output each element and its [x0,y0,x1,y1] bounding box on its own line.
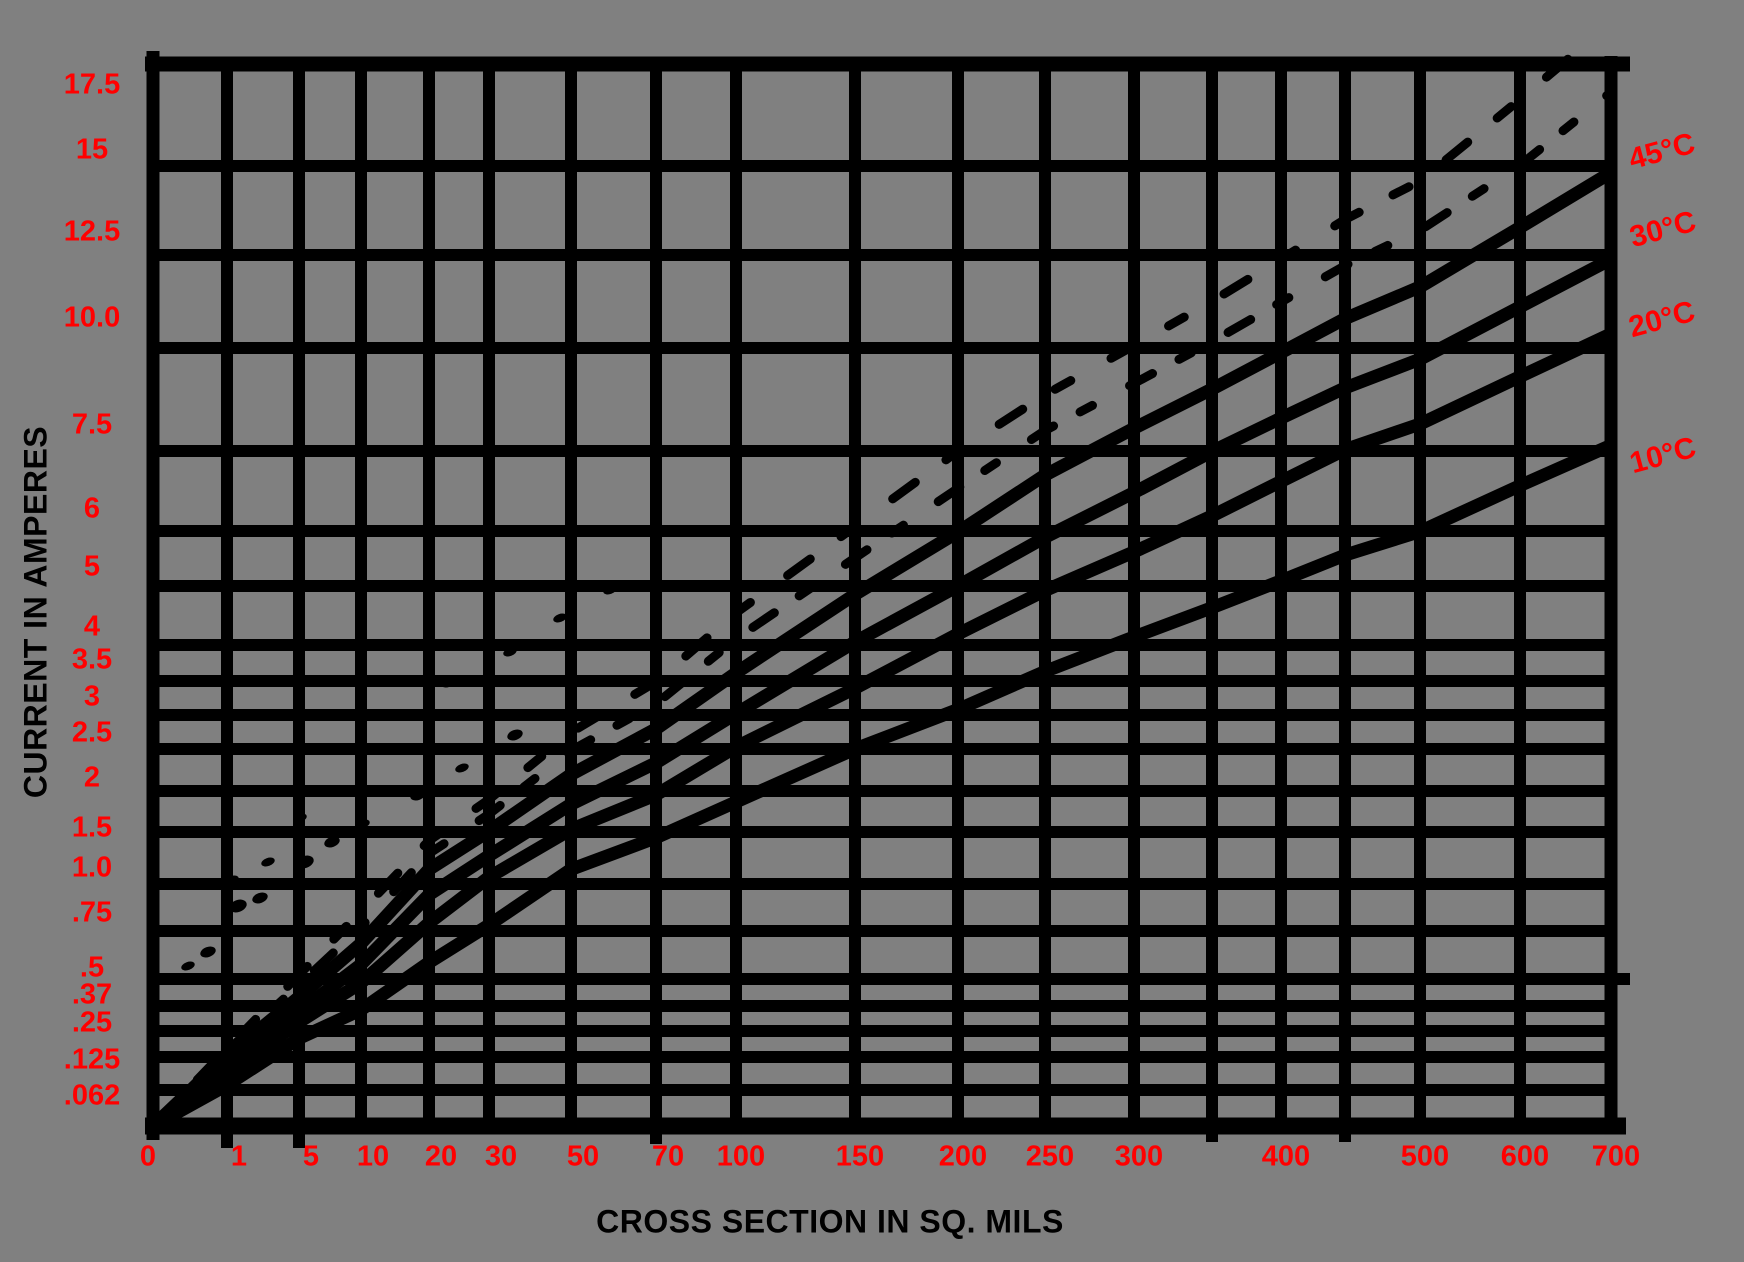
x-tick-label-20: 20 [424,1140,458,1173]
y-tick-label-5: 5 [83,550,101,583]
x-tick-label-300: 300 [1114,1140,1164,1173]
x-tick-label-250: 250 [1025,1140,1075,1173]
y-tick-label-.062: .062 [63,1079,121,1112]
speckle [293,813,307,823]
y-tick-label-4: 4 [83,610,101,643]
y-tick-label-.75: .75 [71,896,113,929]
speckle [351,785,365,795]
speckle [455,763,469,773]
x-tick-label-500: 500 [1400,1140,1450,1173]
speckle [410,789,426,801]
y-tick-label-1.5: 1.5 [71,811,113,844]
curve-45c [149,166,1615,1130]
speckle [324,836,340,848]
y-axis-title: CURRENT IN AMPERES [17,425,54,799]
curve-10c [149,438,1615,1130]
y-tick-label-.5: .5 [79,951,105,984]
y-tick-label-7.5: 7.5 [71,408,113,441]
y-tick-label-2.5: 2.5 [71,716,113,749]
y-tick-label-3.5: 3.5 [71,643,113,676]
x-tick-label-50: 50 [566,1140,600,1173]
curve-dashed-upper-2 [149,54,1582,1130]
x-tick-label-400: 400 [1261,1140,1311,1173]
speckle [181,961,195,971]
y-tick-label-.37: .37 [71,978,113,1011]
y-tick-label-2: 2 [83,761,101,794]
y-tick-label-1.0: 1.0 [71,851,113,884]
grid [150,58,1630,1148]
x-tick-label-0: 0 [139,1140,157,1173]
y-tick-label-10.0: 10.0 [63,301,121,334]
speckle [225,875,239,885]
y-tick-label-.25: .25 [71,1006,113,1039]
y-tick-label-6: 6 [83,492,101,525]
curve-30c [149,252,1615,1130]
speckle [229,899,247,913]
y-tick-label-15: 15 [75,133,109,166]
y-tick-label-.125: .125 [63,1043,121,1076]
speckle [440,676,456,688]
speckle [503,647,517,657]
speckle [261,857,275,867]
x-tick-label-100: 100 [716,1140,766,1173]
x-tick-label-5: 5 [302,1140,320,1173]
scan-noise-speckles [181,585,617,971]
y-tick-label-17.5: 17.5 [63,68,121,101]
x-tick-label-70: 70 [651,1140,685,1173]
x-tick-label-30: 30 [484,1140,518,1173]
y-tick-label-12.5: 12.5 [63,215,121,248]
speckle [603,585,617,595]
speckle [200,946,216,958]
speckle [356,819,370,829]
plot-borders [145,51,1630,1140]
y-tick-label-3: 3 [83,680,101,713]
x-tick-label-200: 200 [938,1140,988,1173]
speckle [296,855,314,869]
x-axis-title: CROSS SECTION IN SQ. MILS [596,1203,1064,1240]
x-tick-label-1: 1 [230,1140,248,1173]
curves [149,54,1615,1130]
curve-dashed-upper-1 [149,87,1615,1130]
speckle [553,613,567,623]
x-tick-label-700: 700 [1591,1140,1641,1173]
x-tick-label-10: 10 [356,1140,390,1173]
speckle [507,729,523,741]
x-tick-label-600: 600 [1500,1140,1550,1173]
curve-20c [149,327,1615,1130]
x-tick-label-150: 150 [835,1140,885,1173]
speckle [252,892,268,904]
